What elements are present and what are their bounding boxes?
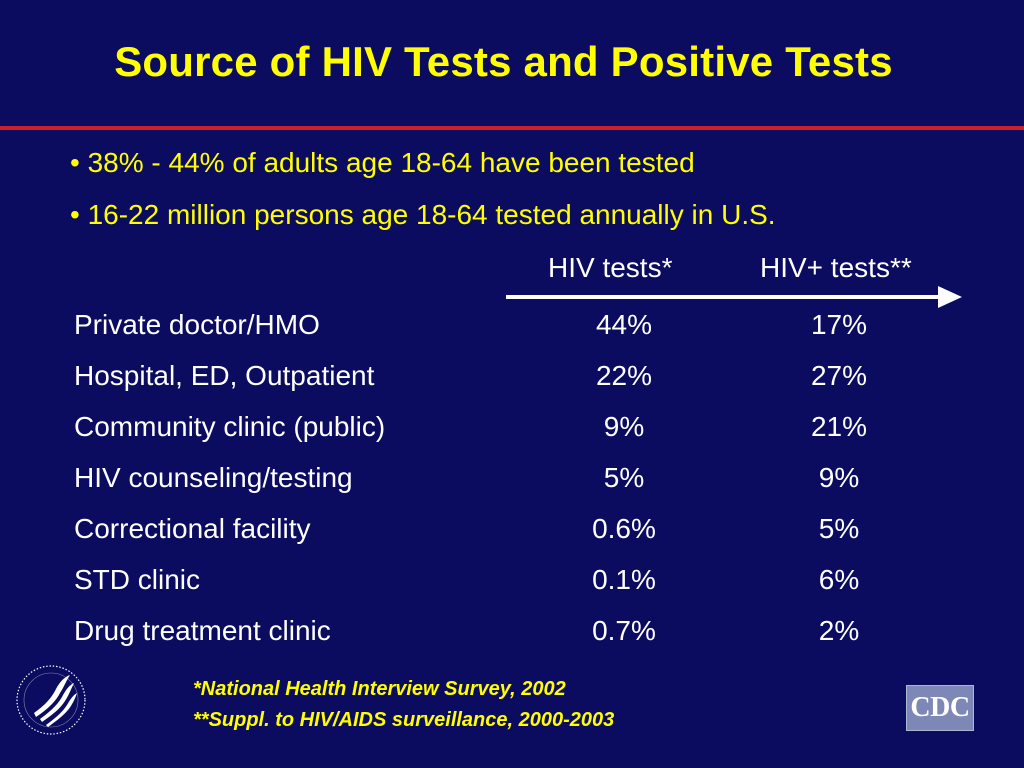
arrow-icon xyxy=(506,286,962,308)
bullet-list: • 38% - 44% of adults age 18-64 have bee… xyxy=(70,143,1000,247)
footnote: *National Health Interview Survey, 2002 xyxy=(193,678,566,700)
cdc-logo-text: CDC xyxy=(910,692,970,723)
hiv-positive-cell: 5% xyxy=(818,513,860,544)
hhs-seal-icon xyxy=(16,665,86,735)
bullet-item: • 38% - 44% of adults age 18-64 have bee… xyxy=(70,147,695,178)
source-cell: Correctional facility xyxy=(74,513,311,544)
hiv-positive-cell: 6% xyxy=(818,564,860,595)
table-row: Private doctor/HMO 44% 17% xyxy=(74,305,974,356)
source-cell: Drug treatment clinic xyxy=(74,615,331,646)
hiv-tests-cell: 9% xyxy=(603,411,645,442)
column-header-hiv-tests: HIV tests* xyxy=(548,252,673,283)
slide-title: Source of HIV Tests and Positive Tests xyxy=(114,38,893,85)
title-divider xyxy=(0,126,1024,130)
hiv-tests-cell: 22% xyxy=(595,360,653,391)
footnote: **Suppl. to HIV/AIDS surveillance, 2000-… xyxy=(193,709,615,731)
bullet-item: • 16-22 million persons age 18-64 tested… xyxy=(70,199,776,230)
table-row: STD clinic 0.1% 6% xyxy=(74,560,974,611)
table-header: HIV tests* HIV+ tests** xyxy=(0,252,1024,292)
source-table: Private doctor/HMO 44% 17% Hospital, ED,… xyxy=(74,305,974,662)
source-cell: Hospital, ED, Outpatient xyxy=(74,360,375,391)
source-cell: HIV counseling/testing xyxy=(74,462,353,493)
table-row: Community clinic (public) 9% 21% xyxy=(74,407,974,458)
hiv-positive-cell: 27% xyxy=(810,360,868,391)
hiv-tests-cell: 0.6% xyxy=(592,513,656,544)
cdc-logo: CDC xyxy=(906,685,974,731)
hiv-tests-cell: 44% xyxy=(595,309,653,340)
hiv-positive-cell: 9% xyxy=(818,462,860,493)
table-row: Hospital, ED, Outpatient 22% 27% xyxy=(74,356,974,407)
source-cell: Community clinic (public) xyxy=(74,411,386,442)
hiv-tests-cell: 0.1% xyxy=(592,564,656,595)
hiv-positive-cell: 2% xyxy=(818,615,860,646)
table-row: Drug treatment clinic 0.7% 2% xyxy=(74,611,974,662)
table-row: HIV counseling/testing 5% 9% xyxy=(74,458,974,509)
hiv-tests-cell: 5% xyxy=(603,462,645,493)
source-cell: STD clinic xyxy=(74,564,201,595)
hiv-positive-cell: 17% xyxy=(810,309,868,340)
table-row: Correctional facility 0.6% 5% xyxy=(74,509,974,560)
hiv-tests-cell: 0.7% xyxy=(592,615,656,646)
hiv-positive-cell: 21% xyxy=(810,411,868,442)
column-header-hiv-positive: HIV+ tests** xyxy=(760,252,912,283)
footnotes: *National Health Interview Survey, 2002 … xyxy=(193,674,614,736)
source-cell: Private doctor/HMO xyxy=(74,309,320,340)
